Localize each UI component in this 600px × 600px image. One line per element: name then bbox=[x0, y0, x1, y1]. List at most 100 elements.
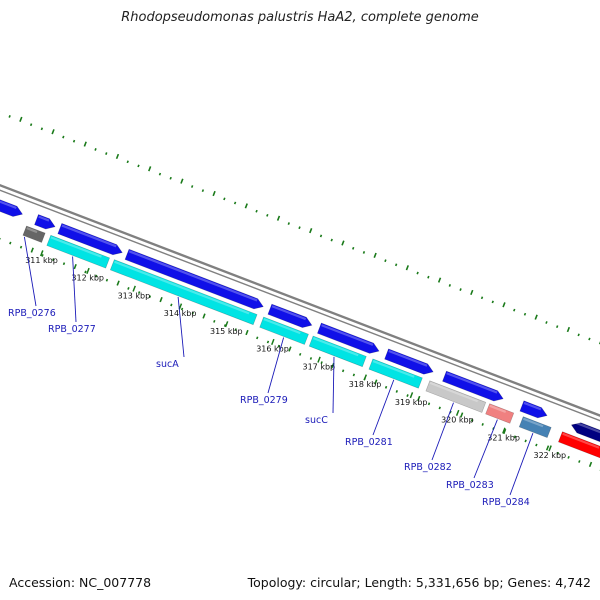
gc-dot bbox=[8, 115, 11, 118]
feature-box-grey bbox=[425, 380, 487, 413]
gc-dot bbox=[170, 303, 173, 307]
gc-dot bbox=[374, 379, 378, 385]
gc-dot bbox=[62, 262, 66, 266]
gc-dot bbox=[319, 234, 323, 238]
gc-dot bbox=[524, 439, 527, 443]
gc-dot bbox=[51, 129, 55, 135]
feature-box-pink-shine bbox=[489, 404, 507, 413]
feature-box-cds-3-shine bbox=[313, 337, 359, 357]
feature-box-steelblue-shine bbox=[523, 417, 544, 428]
feature-box-cds-4-shine bbox=[372, 360, 415, 378]
gc-dot bbox=[384, 259, 387, 263]
tick-mark bbox=[455, 409, 460, 416]
gene-label-leader bbox=[509, 433, 534, 496]
gc-dot bbox=[384, 385, 388, 389]
gene-label-leader bbox=[177, 296, 185, 358]
gc-dot bbox=[190, 185, 194, 188]
gc-dot bbox=[288, 346, 292, 352]
gc-dot bbox=[19, 245, 23, 249]
gene-label-leader bbox=[332, 356, 335, 414]
gc-dot bbox=[437, 277, 442, 283]
gene-label-rpb-0279: RPB_0279 bbox=[240, 395, 288, 406]
feature-box-cds-4 bbox=[368, 358, 423, 389]
gc-dot bbox=[95, 274, 98, 278]
gc-dot bbox=[298, 226, 301, 230]
backbone-line-0 bbox=[0, 183, 600, 417]
tick-mark bbox=[132, 285, 136, 292]
feature-box-cds-1-shine bbox=[114, 260, 250, 315]
gc-dot bbox=[158, 172, 162, 176]
gc-dot bbox=[459, 288, 462, 291]
tick-label: 311 kbp bbox=[25, 256, 58, 265]
gene-arrow-6-shine bbox=[388, 350, 428, 367]
tick-mark bbox=[178, 303, 183, 310]
tick-label: 318 kbp bbox=[349, 380, 382, 389]
gc-dot bbox=[84, 270, 87, 274]
gc-dot bbox=[256, 336, 259, 340]
feature-box-pseudo bbox=[22, 225, 46, 243]
gc-dot bbox=[94, 148, 97, 151]
gc-dot bbox=[513, 308, 516, 312]
gc-dot bbox=[299, 352, 302, 356]
gc-dot bbox=[169, 176, 172, 180]
gc-dot bbox=[545, 445, 550, 451]
gc-dot bbox=[72, 139, 76, 143]
gc-dot bbox=[406, 394, 409, 397]
genome-summary-text: Topology: circular; Length: 5,331,656 bp… bbox=[247, 575, 591, 590]
gene-arrow-3 bbox=[124, 248, 264, 310]
tick-mark bbox=[317, 356, 321, 363]
gene-arrow-7-shine bbox=[446, 372, 498, 394]
gc-dot bbox=[491, 300, 494, 304]
gc-dot bbox=[513, 435, 517, 439]
gc-dot bbox=[417, 395, 421, 402]
gc-dot bbox=[126, 160, 129, 164]
gc-dot bbox=[40, 127, 44, 131]
gc-dot bbox=[362, 251, 366, 254]
tick-label: 316 kbp bbox=[256, 345, 289, 354]
accession-text: Accession: NC_007778 bbox=[9, 575, 152, 590]
gc-dot bbox=[223, 197, 226, 201]
gene-labels: RPB_0276 RPB_0277 sucA RPB_0279 sucC RPB_0281… bbox=[8, 236, 534, 508]
gene-label-leader bbox=[431, 402, 454, 461]
tick-mark bbox=[409, 392, 414, 399]
gc-dot bbox=[115, 153, 120, 160]
gc-dot bbox=[395, 390, 398, 393]
gc-dot bbox=[352, 246, 355, 250]
gc-dot bbox=[83, 141, 87, 147]
gc-dot bbox=[52, 258, 55, 261]
gc-dot bbox=[470, 289, 474, 296]
gc-dot bbox=[127, 287, 130, 290]
gene-arrow-0-shine bbox=[0, 200, 17, 209]
gene-arrow-8 bbox=[519, 400, 548, 419]
gene-track bbox=[0, 199, 600, 459]
gene-label-suca: sucA bbox=[156, 359, 179, 370]
gene-arrow-2-shine bbox=[61, 224, 117, 248]
gc-dot bbox=[266, 340, 270, 344]
gc-dot bbox=[352, 373, 356, 377]
feature-box-cds-1 bbox=[109, 259, 258, 326]
gc-dot bbox=[556, 451, 560, 455]
gene-label-rpb-0281: RPB_0281 bbox=[345, 437, 393, 448]
gc-dot bbox=[213, 319, 216, 323]
gc-dot bbox=[105, 278, 109, 282]
gc-dot bbox=[287, 222, 290, 225]
gc-dot bbox=[105, 152, 108, 155]
gc-dot bbox=[556, 325, 559, 329]
feature-box-red bbox=[558, 431, 600, 459]
gc-dot bbox=[309, 227, 313, 234]
gc-dot bbox=[62, 135, 65, 139]
gc-dot bbox=[502, 302, 506, 308]
gc-dot bbox=[438, 406, 441, 410]
gc-dot bbox=[41, 254, 44, 257]
gc-dot bbox=[449, 410, 452, 414]
feature-box-pink bbox=[485, 403, 515, 424]
gene-label-leader bbox=[23, 236, 37, 307]
gene-arrow-8-shine bbox=[523, 401, 542, 411]
gene-label-leader bbox=[267, 337, 285, 394]
tick-label: 319 kbp bbox=[395, 398, 428, 407]
gc-dot bbox=[30, 247, 34, 253]
gene-label-rpb-0276: RPB_0276 bbox=[8, 308, 56, 319]
gene-arrow-6 bbox=[384, 348, 434, 375]
